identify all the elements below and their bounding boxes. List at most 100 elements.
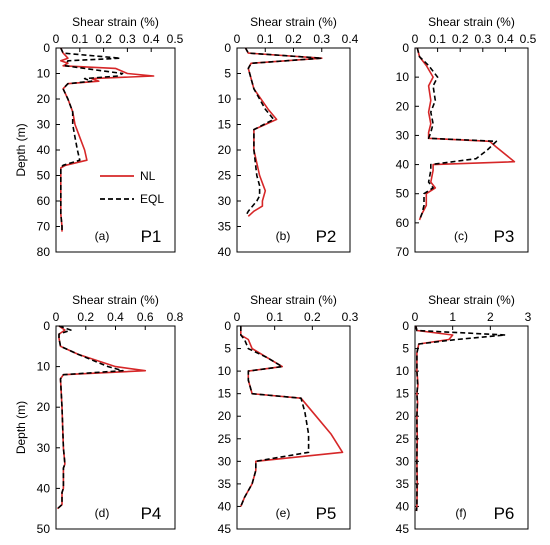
x-tick-label: 0.1	[429, 32, 446, 46]
y-tick-label: 5	[224, 342, 231, 356]
series-line-eql	[240, 326, 310, 507]
series-line-eql	[56, 325, 124, 510]
x-tick-label: 0	[234, 32, 241, 46]
y-tick-label: 45	[396, 522, 410, 536]
panel-name: P3	[494, 227, 515, 246]
panel-name: P4	[141, 504, 162, 523]
x-axis-label: Shear strain (%)	[72, 15, 159, 29]
panel-name: P5	[316, 504, 337, 523]
y-tick-label: 0	[43, 319, 50, 333]
y-tick-label: 10	[37, 360, 51, 374]
series-line-nl	[244, 47, 323, 217]
y-tick-label: 40	[218, 245, 232, 259]
y-tick-label: 0	[224, 319, 231, 333]
x-tick-label: 0	[412, 310, 419, 324]
panel-letter: (e)	[276, 506, 291, 520]
y-tick-label: 30	[218, 194, 232, 208]
y-tick-label: 30	[396, 454, 410, 468]
y-tick-label: 70	[37, 220, 51, 234]
y-tick-label: 15	[218, 387, 232, 401]
y-tick-label: 0	[43, 41, 50, 55]
x-tick-label: 0.1	[257, 32, 274, 46]
y-tick-label: 20	[396, 99, 410, 113]
y-tick-label: 0	[402, 319, 409, 333]
x-tick-label: 0	[53, 32, 60, 46]
y-tick-label: 0	[402, 41, 409, 55]
panel-letter: (d)	[95, 506, 110, 520]
y-tick-label: 0	[224, 41, 231, 55]
x-tick-label: 0.8	[167, 310, 184, 324]
x-tick-label: 2	[487, 310, 494, 324]
plot-frame	[55, 47, 176, 253]
panel-letter: (b)	[276, 229, 291, 243]
legend-label-nl: NL	[140, 169, 156, 183]
x-tick-label: 0	[412, 32, 419, 46]
chart-panel-2: 0 0.1 0.2 0.3 0.4 0 5 10 15 20 25 30 35 40 Shear strai…	[218, 15, 359, 259]
x-tick-label: 0.5	[520, 32, 537, 46]
chart-panel-4: 0 0.2 0.4 0.6 0.8 0 10 20 30 40 50 Shear strain (%)…	[14, 293, 184, 536]
y-tick-label: 20	[218, 409, 232, 423]
panel-letter: (a)	[95, 229, 110, 243]
y-tick-label: 70	[396, 245, 410, 259]
y-tick-label: 50	[37, 169, 51, 183]
y-tick-label: 30	[218, 454, 232, 468]
x-tick-label: 0.1	[71, 32, 88, 46]
y-tick-label: 10	[218, 364, 232, 378]
series-line-nl	[416, 47, 516, 221]
x-tick-label: 0.6	[137, 310, 154, 324]
y-tick-label: 15	[396, 387, 410, 401]
x-tick-label: 0.4	[107, 310, 124, 324]
chart-panel-3: 0 0.1 0.2 0.3 0.4 0.5 0 10 20 30 40 50 60 70 Shear str…	[396, 15, 537, 259]
y-tick-label: 60	[37, 194, 51, 208]
y-tick-label: 10	[396, 364, 410, 378]
y-axis-label: Depth (m)	[14, 123, 28, 176]
y-tick-label: 30	[37, 118, 51, 132]
panel-name: P2	[316, 227, 337, 246]
y-tick-label: 25	[396, 432, 410, 446]
y-tick-label: 40	[37, 143, 51, 157]
y-tick-label: 10	[218, 92, 232, 106]
y-tick-label: 80	[37, 245, 51, 259]
y-tick-label: 10	[37, 67, 51, 81]
series-line-eql	[416, 47, 498, 221]
y-tick-label: 40	[396, 158, 410, 172]
y-tick-label: 5	[224, 67, 231, 81]
legend-label-eql: EQL	[140, 192, 164, 206]
y-tick-label: 15	[218, 118, 232, 132]
chart-panel-1: 0 0.1 0.2 0.3 0.4 0.5 0 10 20 30 40 50 60 70 80 Shear s…	[14, 15, 184, 259]
y-tick-label: 20	[37, 92, 51, 106]
y-tick-label: 35	[396, 477, 410, 491]
series-line-eql	[244, 47, 323, 217]
series-line-nl	[415, 325, 454, 512]
y-tick-label: 40	[396, 499, 410, 513]
y-tick-label: 30	[37, 441, 51, 455]
x-tick-label: 1	[449, 310, 456, 324]
x-axis-label: Shear strain (%)	[428, 293, 515, 307]
x-axis-label: Shear strain (%)	[428, 15, 515, 29]
plot-frame	[414, 47, 529, 253]
y-axis-label: Depth (m)	[14, 401, 28, 454]
y-tick-label: 60	[396, 216, 410, 230]
y-tick-label: 10	[396, 70, 410, 84]
x-tick-label: 0.2	[95, 32, 112, 46]
plot-frame	[236, 325, 351, 530]
x-tick-label: 0.2	[77, 310, 94, 324]
y-tick-label: 25	[218, 432, 232, 446]
x-tick-label: 0	[234, 310, 241, 324]
x-tick-label: 3	[525, 310, 532, 324]
chart-panel-5: 0 0.1 0.2 0.3 0 5 10 15 20 25 30 35 40 45 Shear strain…	[218, 293, 359, 536]
x-axis-label: Shear strain (%)	[250, 15, 337, 29]
x-tick-label: 0.2	[285, 32, 302, 46]
y-tick-label: 50	[37, 522, 51, 536]
y-tick-label: 30	[396, 128, 410, 142]
x-axis-label: Shear strain (%)	[250, 293, 337, 307]
x-tick-label: 0.4	[342, 32, 359, 46]
panel-name: P1	[141, 227, 162, 246]
x-tick-label: 0.4	[497, 32, 514, 46]
x-tick-label: 0.2	[452, 32, 469, 46]
y-tick-label: 5	[402, 342, 409, 356]
y-tick-label: 20	[37, 400, 51, 414]
panel-name: P6	[494, 504, 515, 523]
